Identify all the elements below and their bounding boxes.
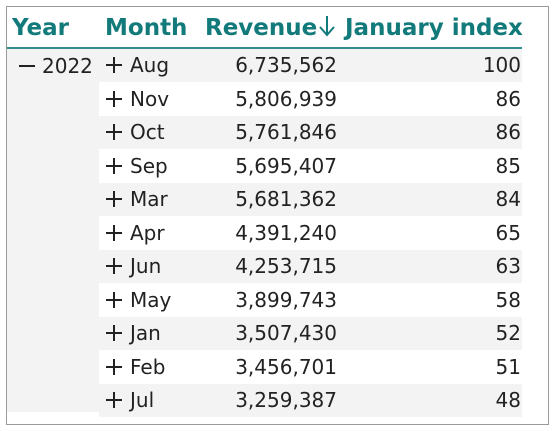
january-index-cell: 86 xyxy=(495,120,521,144)
january-index-cell: 85 xyxy=(495,153,521,178)
revenue-cell: 4,391,240 xyxy=(235,220,337,245)
month-cell: Oct xyxy=(130,120,165,144)
year-column xyxy=(7,49,99,412)
month-cell: Apr xyxy=(130,220,165,245)
revenue-cell: 3,899,743 xyxy=(235,287,337,312)
table-row: Oct 5,761,846 86 xyxy=(99,116,522,149)
january-index-cell: 52 xyxy=(495,321,521,345)
header-year[interactable]: Year xyxy=(12,15,70,41)
header-january-index[interactable]: January index xyxy=(345,15,523,41)
revenue-cell: 3,456,701 xyxy=(235,354,337,379)
table-row: Nov 5,806,939 86 xyxy=(99,83,522,116)
revenue-cell: 4,253,715 xyxy=(235,254,337,278)
year-2022-label: 2022 xyxy=(42,54,93,78)
month-cell: Sep xyxy=(130,153,168,178)
expand-plus-icon[interactable] xyxy=(106,191,122,207)
january-index-cell: 65 xyxy=(495,220,521,245)
table-row: Aug 6,735,562 100 xyxy=(99,49,522,82)
header-divider xyxy=(7,47,522,49)
month-cell: Jan xyxy=(130,321,161,345)
january-index-cell: 48 xyxy=(495,388,521,412)
expand-plus-icon[interactable] xyxy=(106,358,122,375)
month-cell: Feb xyxy=(130,354,166,379)
expand-plus-icon[interactable] xyxy=(106,157,122,174)
header-revenue-label: Revenue xyxy=(205,15,318,41)
expand-plus-icon[interactable] xyxy=(106,124,122,140)
expand-plus-icon[interactable] xyxy=(106,57,122,73)
revenue-cell: 5,761,846 xyxy=(235,120,337,144)
month-cell: Nov xyxy=(130,86,170,111)
expand-plus-icon[interactable] xyxy=(106,291,122,308)
expand-plus-icon[interactable] xyxy=(106,90,122,107)
january-index-cell: 86 xyxy=(495,86,521,111)
revenue-cell: 3,259,387 xyxy=(235,388,337,412)
expand-plus-icon[interactable] xyxy=(106,325,122,341)
revenue-cell: 3,507,430 xyxy=(235,321,337,345)
revenue-cell: 5,681,362 xyxy=(235,187,337,211)
matrix-visual: Year Month Revenue January index 2022 Au… xyxy=(6,6,549,425)
month-cell: Mar xyxy=(130,187,168,211)
january-index-cell: 58 xyxy=(495,287,521,312)
table-row: Jul 3,259,387 48 xyxy=(99,384,522,417)
table-row: Apr 4,391,240 65 xyxy=(99,217,522,250)
expand-plus-icon[interactable] xyxy=(106,224,122,241)
table-row: Jun 4,253,715 63 xyxy=(99,250,522,283)
month-cell: May xyxy=(130,287,172,312)
collapse-minus-icon[interactable] xyxy=(19,65,35,67)
table-row: Sep 5,695,407 85 xyxy=(99,150,522,183)
table-row: Jan 3,507,430 52 xyxy=(99,317,522,350)
month-cell: Aug xyxy=(130,53,170,77)
arrow-down-icon xyxy=(319,15,336,37)
expand-plus-icon[interactable] xyxy=(106,392,122,408)
table-row: Mar 5,681,362 84 xyxy=(99,183,522,216)
january-index-cell: 51 xyxy=(495,354,521,379)
january-index-cell: 63 xyxy=(495,254,521,278)
month-cell: Jun xyxy=(130,254,162,278)
table-row: Feb 3,456,701 51 xyxy=(99,351,522,384)
revenue-cell: 6,735,562 xyxy=(235,53,337,77)
header-month[interactable]: Month xyxy=(105,15,188,41)
table-row: May 3,899,743 58 xyxy=(99,284,522,317)
revenue-cell: 5,806,939 xyxy=(235,86,337,111)
expand-plus-icon[interactable] xyxy=(106,258,122,274)
header-revenue[interactable]: Revenue xyxy=(205,7,336,50)
revenue-cell: 5,695,407 xyxy=(235,153,337,178)
january-index-cell: 84 xyxy=(495,187,521,211)
month-cell: Jul xyxy=(130,388,155,412)
january-index-cell: 100 xyxy=(482,53,521,77)
